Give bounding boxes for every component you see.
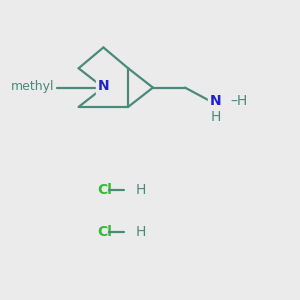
Bar bbox=[96, 78, 111, 97]
Text: methyl: methyl bbox=[11, 80, 54, 93]
Text: –H: –H bbox=[230, 94, 247, 108]
Text: Cl: Cl bbox=[98, 225, 112, 239]
Text: Cl: Cl bbox=[98, 183, 112, 197]
Text: H: H bbox=[210, 110, 221, 124]
Bar bbox=[208, 94, 223, 114]
Text: N: N bbox=[98, 79, 109, 93]
Text: H: H bbox=[135, 225, 146, 239]
Text: H: H bbox=[135, 183, 146, 197]
Text: N: N bbox=[210, 94, 221, 108]
